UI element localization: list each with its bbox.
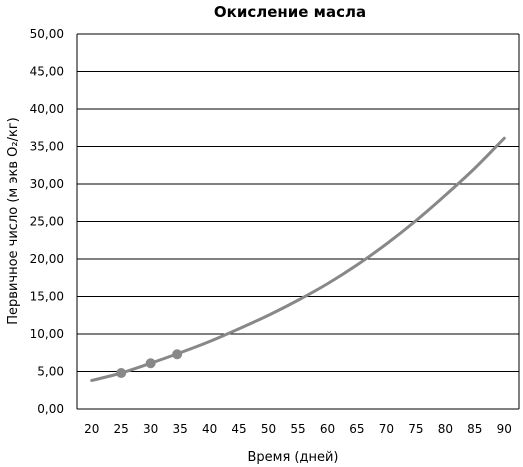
y-tick-labels: 0,00 5,00 10,00 15,00 20,00 25,00 30,00 35,00 40… xyxy=(30,27,64,416)
x-tick-label: 45 xyxy=(231,422,246,436)
x-tick-label: 70 xyxy=(379,422,394,436)
x-tick-label: 75 xyxy=(408,422,423,436)
y-axis-label: Первичное число (м экв O₂/кг) xyxy=(6,117,21,324)
x-tick-label: 35 xyxy=(172,422,187,436)
data-point xyxy=(172,349,183,360)
x-tick-label: 60 xyxy=(320,422,335,436)
grid xyxy=(76,33,520,410)
data-point xyxy=(116,368,127,378)
y-tick-label: 5,00 xyxy=(37,365,64,379)
x-tick-label: 30 xyxy=(143,422,158,436)
x-tick-labels: 20 25 30 35 40 45 50 55 60 65 70 75 80 85 90 xyxy=(84,422,512,436)
x-tick-label: 25 xyxy=(114,422,129,436)
y-tick-label: 40,00 xyxy=(30,102,64,116)
x-tick-label: 65 xyxy=(349,422,364,436)
y-tick-label: 10,00 xyxy=(30,327,64,341)
x-tick-label: 90 xyxy=(497,422,512,436)
y-tick-label: 20,00 xyxy=(30,252,64,266)
y-tick-label: 50,00 xyxy=(30,27,64,41)
series-layer xyxy=(90,136,506,382)
y-tick-label: 35,00 xyxy=(30,140,64,154)
y-tick-label: 0,00 xyxy=(37,402,64,416)
y-tick-label: 15,00 xyxy=(30,290,64,304)
x-tick-label: 20 xyxy=(84,422,99,436)
data-point xyxy=(145,358,156,369)
y-tick-label: 30,00 xyxy=(30,177,64,191)
x-axis-label: Время (дней) xyxy=(247,450,338,465)
y-tick-label: 25,00 xyxy=(30,215,64,229)
trend-line xyxy=(90,136,506,382)
x-tick-label: 40 xyxy=(202,422,217,436)
x-tick-label: 50 xyxy=(261,422,276,436)
chart-title: Окисление масла xyxy=(214,3,366,21)
x-tick-label: 85 xyxy=(467,422,482,436)
y-tick-label: 45,00 xyxy=(30,65,64,79)
x-tick-label: 80 xyxy=(438,422,453,436)
x-tick-label: 55 xyxy=(290,422,305,436)
